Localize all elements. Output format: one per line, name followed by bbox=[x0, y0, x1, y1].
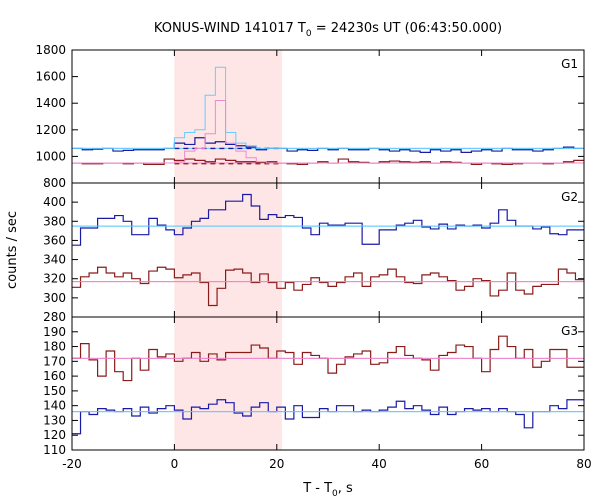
x-tick-label: 0 bbox=[171, 457, 179, 471]
g1-series-1-line bbox=[72, 158, 584, 165]
g1-series-3-line bbox=[72, 100, 584, 164]
x-tick-label: 80 bbox=[576, 457, 591, 471]
x-axis-label-main: T - T bbox=[302, 481, 332, 496]
g1-y-tick-label: 1200 bbox=[35, 123, 66, 137]
g3-y-tick-label: 140 bbox=[43, 399, 66, 413]
g2-y-tick-label: 380 bbox=[43, 214, 66, 228]
g2-highlight-band bbox=[174, 183, 282, 317]
x-axis-label-rest: , s bbox=[338, 481, 353, 496]
g3-y-tick-label: 110 bbox=[43, 443, 66, 457]
g3-frame bbox=[71, 316, 585, 451]
g3-y-tick-label: 130 bbox=[43, 413, 66, 427]
g1-series-2-line bbox=[72, 66, 584, 149]
chart-title-rest: = 24230s UT (06:43:50.000) bbox=[312, 21, 502, 36]
g2-y-tick-label: 360 bbox=[43, 233, 66, 247]
x-tick-label: -20 bbox=[62, 457, 82, 471]
g3-series-1-line bbox=[72, 335, 584, 382]
g2-y-tick-label: 400 bbox=[43, 195, 66, 209]
panels-group: 80010001200140016001800G1280300320340360… bbox=[35, 43, 591, 471]
g1-series-0-line bbox=[72, 137, 584, 154]
x-axis-label: T - T0, s bbox=[302, 481, 353, 499]
x-tick-label: 60 bbox=[474, 457, 489, 471]
g3-y-tick-label: 170 bbox=[43, 354, 66, 368]
g1-y-tick-label: 800 bbox=[43, 176, 66, 190]
g1-y-tick-label: 1400 bbox=[35, 96, 66, 110]
chart-title-main: KONUS-WIND 141017 T bbox=[154, 21, 306, 36]
g3-y-tick-label: 150 bbox=[43, 384, 66, 398]
g3-y-tick-label: 190 bbox=[43, 325, 66, 339]
y-axis-label: counts / sec bbox=[5, 211, 20, 289]
g2-y-tick-label: 280 bbox=[43, 310, 66, 324]
x-axis-label-subscript: 0 bbox=[332, 489, 338, 499]
g1-panel-label: G1 bbox=[561, 57, 578, 71]
g3-y-tick-label: 160 bbox=[43, 369, 66, 383]
x-tick-label: 40 bbox=[372, 457, 387, 471]
g2-series-0-line bbox=[72, 193, 584, 246]
chart-title-subscript: 0 bbox=[306, 29, 312, 39]
g2-panel-label: G2 bbox=[561, 190, 578, 204]
g1-y-tick-label: 1800 bbox=[35, 43, 66, 57]
g2-y-tick-label: 340 bbox=[43, 253, 66, 267]
g1-y-tick-label: 1000 bbox=[35, 149, 66, 163]
g2-frame bbox=[71, 182, 585, 318]
g3-highlight-band bbox=[174, 317, 282, 450]
g2-y-tick-label: 300 bbox=[43, 291, 66, 305]
g1-y-tick-label: 1600 bbox=[35, 70, 66, 84]
g2-series-1-line bbox=[72, 266, 584, 307]
g3-y-tick-label: 180 bbox=[43, 340, 66, 354]
g3-series-0-line bbox=[72, 399, 584, 435]
chart-title: KONUS-WIND 141017 T0 = 24230s UT (06:43:… bbox=[154, 21, 502, 39]
g2-y-tick-label: 320 bbox=[43, 272, 66, 286]
g3-y-tick-label: 120 bbox=[43, 428, 66, 442]
g3-panel-label: G3 bbox=[561, 324, 578, 338]
x-tick-label: 20 bbox=[269, 457, 284, 471]
